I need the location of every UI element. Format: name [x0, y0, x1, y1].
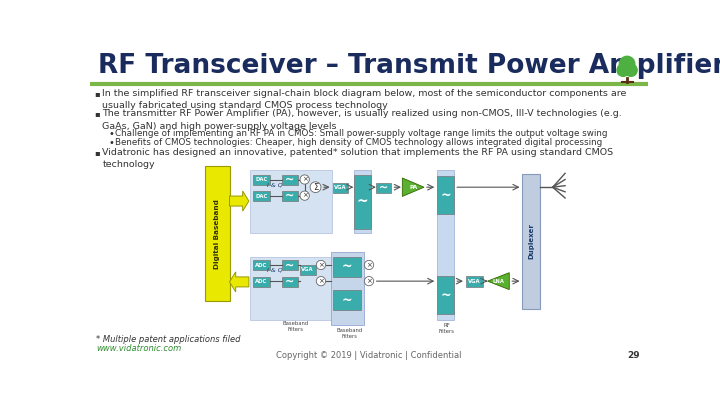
- Text: ▪: ▪: [94, 148, 100, 157]
- Text: The transmitter RF Power Amplifier (PA), however, is usually realized using non-: The transmitter RF Power Amplifier (PA),…: [102, 109, 622, 131]
- Text: ~: ~: [441, 188, 451, 201]
- Text: ADC: ADC: [255, 263, 267, 268]
- Circle shape: [310, 182, 321, 193]
- Bar: [253, 175, 270, 185]
- Text: VGA: VGA: [468, 279, 481, 284]
- Bar: [437, 170, 454, 320]
- Text: VGA: VGA: [302, 267, 314, 273]
- Bar: [282, 260, 297, 271]
- Text: DAC: DAC: [255, 177, 267, 182]
- Bar: [282, 277, 297, 286]
- Text: DAC: DAC: [255, 194, 267, 198]
- Text: Benefits of CMOS technologies: Cheaper, high density of CMOS technology allows i: Benefits of CMOS technologies: Cheaper, …: [114, 138, 602, 147]
- Text: RF
Filters: RF Filters: [438, 323, 454, 334]
- Circle shape: [625, 64, 637, 76]
- Text: Copyright © 2019 | Vidatronic | Confidential: Copyright © 2019 | Vidatronic | Confiden…: [276, 351, 462, 360]
- Bar: [251, 256, 332, 320]
- Text: ▪: ▪: [94, 89, 100, 98]
- Bar: [376, 183, 392, 193]
- Text: RF Transceiver – Transmit Power Amplifier: RF Transceiver – Transmit Power Amplifie…: [98, 53, 720, 79]
- Text: ×: ×: [302, 177, 307, 183]
- Text: Baseband
Filters: Baseband Filters: [282, 321, 308, 332]
- Bar: [333, 256, 361, 277]
- Text: ~: ~: [342, 260, 353, 273]
- Bar: [333, 290, 361, 310]
- Circle shape: [364, 260, 374, 270]
- Text: ×: ×: [366, 262, 372, 268]
- Text: Duplexer: Duplexer: [528, 224, 534, 260]
- Text: ~: ~: [285, 260, 294, 271]
- Polygon shape: [230, 272, 249, 292]
- Circle shape: [300, 175, 310, 184]
- Bar: [282, 191, 297, 201]
- Text: * Multiple patent applications filed: * Multiple patent applications filed: [96, 335, 240, 344]
- Text: Challenge of implementing an RF PA in CMOS: Small power-supply voltage range lim: Challenge of implementing an RF PA in CM…: [114, 129, 607, 138]
- Text: VGA: VGA: [334, 185, 346, 190]
- Text: ~: ~: [285, 277, 294, 286]
- Text: I & Q: I & Q: [267, 268, 283, 273]
- Bar: [253, 260, 270, 271]
- Text: ▪: ▪: [94, 109, 100, 118]
- Text: Baseband
Filters: Baseband Filters: [336, 328, 363, 339]
- Bar: [253, 277, 270, 286]
- Text: www.vidatronic.com: www.vidatronic.com: [96, 343, 181, 352]
- Text: I & Q: I & Q: [267, 182, 283, 188]
- Text: ~: ~: [441, 288, 451, 301]
- Bar: [300, 265, 315, 275]
- Circle shape: [316, 277, 325, 286]
- Text: Digital Baseband: Digital Baseband: [214, 199, 220, 269]
- Text: LNA: LNA: [492, 279, 505, 284]
- Bar: [253, 191, 270, 201]
- Text: ~: ~: [356, 195, 368, 209]
- Circle shape: [316, 260, 325, 270]
- Polygon shape: [487, 273, 509, 290]
- Bar: [437, 176, 454, 214]
- Text: •: •: [109, 129, 114, 139]
- Text: •: •: [109, 138, 114, 148]
- Bar: [354, 170, 371, 233]
- Text: ~: ~: [379, 183, 388, 193]
- Text: ×: ×: [318, 262, 324, 268]
- Text: ~: ~: [342, 294, 353, 307]
- Text: ~: ~: [285, 175, 294, 185]
- Text: In the simplified RF transceiver signal-chain block diagram below, most of the s: In the simplified RF transceiver signal-…: [102, 89, 627, 110]
- Bar: [204, 166, 230, 301]
- Bar: [251, 170, 332, 233]
- Text: ADC: ADC: [255, 279, 267, 284]
- Circle shape: [619, 56, 635, 72]
- Text: Vidatronic has designed an innovative, patented* solution that implements the RF: Vidatronic has designed an innovative, p…: [102, 148, 613, 169]
- Bar: [466, 276, 483, 286]
- Text: ×: ×: [318, 278, 324, 284]
- Circle shape: [364, 277, 374, 286]
- Bar: [333, 183, 348, 193]
- Text: 29: 29: [628, 351, 640, 360]
- Bar: [437, 276, 454, 314]
- Bar: [354, 175, 371, 229]
- Bar: [331, 252, 364, 325]
- Bar: [282, 175, 297, 185]
- Polygon shape: [402, 178, 424, 196]
- Text: ~: ~: [285, 191, 294, 201]
- Polygon shape: [230, 191, 249, 211]
- Circle shape: [617, 64, 629, 76]
- Bar: [523, 174, 539, 309]
- Text: ×: ×: [302, 193, 307, 199]
- Text: ×: ×: [366, 278, 372, 284]
- Text: Σ: Σ: [313, 183, 318, 192]
- Circle shape: [300, 191, 310, 200]
- Text: PA: PA: [409, 185, 418, 190]
